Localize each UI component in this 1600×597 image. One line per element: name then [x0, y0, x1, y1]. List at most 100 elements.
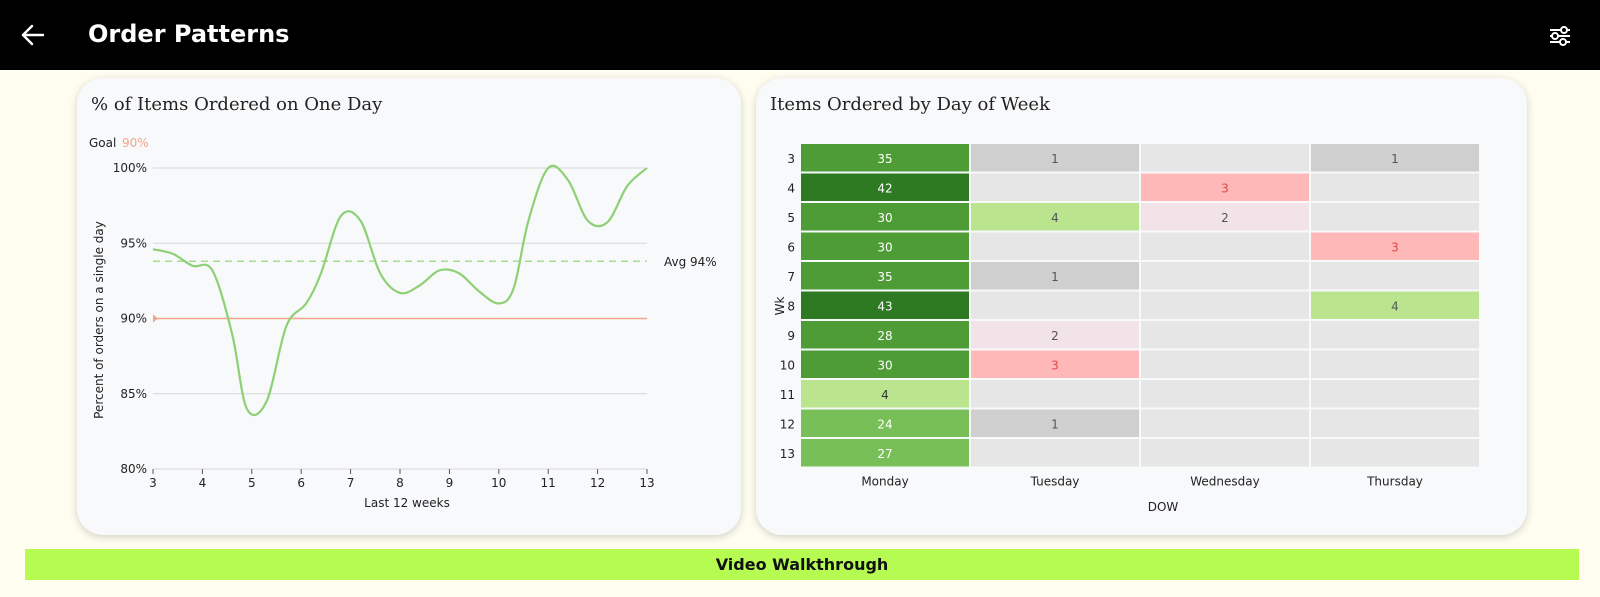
goal-value: 90%: [122, 136, 149, 150]
x-tick-label: 7: [347, 476, 355, 490]
heatmap-cell[interactable]: [801, 409, 969, 438]
heatmap-cell[interactable]: [801, 439, 969, 467]
heatmap-x-label: DOW: [1148, 500, 1179, 514]
heatmap-cell[interactable]: [1141, 380, 1309, 408]
page-title: Order Patterns: [88, 20, 290, 48]
cell-value: 35: [877, 270, 892, 284]
heatmap-cell[interactable]: [1311, 350, 1479, 379]
heatmap-cell[interactable]: [801, 291, 969, 320]
heatmap-cell[interactable]: [801, 262, 969, 290]
x-tick-label: 9: [446, 476, 454, 490]
x-tick-label: 11: [541, 476, 556, 490]
cell-value: 3: [1391, 240, 1399, 254]
heatmap-cell[interactable]: [801, 173, 969, 202]
heatmap-cell[interactable]: [801, 203, 969, 231]
row-label: 12: [780, 417, 795, 431]
row-label: 5: [787, 211, 795, 225]
heatmap-cell[interactable]: [971, 409, 1139, 438]
heatmap-cell[interactable]: [971, 232, 1139, 261]
heatmap-title: Items Ordered by Day of Week: [770, 94, 1050, 115]
x-tick-label: 3: [149, 476, 157, 490]
video-walkthrough-button[interactable]: Video Walkthrough: [25, 549, 1579, 580]
heatmap-cell[interactable]: [1311, 321, 1479, 349]
sliders-icon[interactable]: [1546, 22, 1574, 50]
heatmap-cell[interactable]: [1141, 350, 1309, 379]
row-label: 4: [787, 181, 795, 195]
row-label: 3: [787, 152, 795, 166]
x-tick-label: 12: [590, 476, 605, 490]
heatmap-cell[interactable]: [1141, 262, 1309, 290]
heatmap-cell[interactable]: [801, 144, 969, 172]
line-chart-title: % of Items Ordered on One Day: [91, 94, 383, 115]
arrow-left-icon[interactable]: [18, 20, 48, 50]
heatmap-cell[interactable]: [1141, 173, 1309, 202]
cell-value: 30: [877, 211, 892, 225]
heatmap-cell[interactable]: [1311, 203, 1479, 231]
heatmap-cell[interactable]: [801, 380, 969, 408]
cell-value: 24: [877, 417, 892, 431]
heatmap-cell[interactable]: [1141, 321, 1309, 349]
x-tick-label: 10: [491, 476, 506, 490]
cell-value: 4: [881, 388, 889, 402]
heatmap-cell[interactable]: [971, 144, 1139, 172]
cell-value: 1: [1051, 417, 1059, 431]
cell-value: 3: [1051, 358, 1059, 372]
heatmap-cell[interactable]: [1311, 439, 1479, 467]
heatmap-chart[interactable]: Wk DOW 3 35 1 14 42 35 30 4 26 30 37 35 18 43 49 28 210 3…: [756, 78, 1527, 535]
x-tick-label: 8: [396, 476, 404, 490]
heatmap-cell[interactable]: [971, 321, 1139, 349]
cell-value: 2: [1221, 211, 1229, 225]
y-tick-label: 100%: [113, 161, 147, 175]
heatmap-cell[interactable]: [1141, 409, 1309, 438]
line-chart[interactable]: Goal 90% 80% 85% 90% 95% 100% 3 4 5 6 7 8 9 10 11 12 13…: [77, 78, 741, 535]
x-axis-label: Last 12 weeks: [364, 496, 450, 510]
cell-value: 43: [877, 299, 892, 313]
cell-value: 1: [1391, 152, 1399, 166]
heatmap-cell[interactable]: [1311, 291, 1479, 320]
y-tick-label: 80%: [120, 462, 147, 476]
series-line[interactable]: [152, 164, 648, 417]
heatmap-cell[interactable]: [1141, 232, 1309, 261]
goal-label: Goal: [89, 136, 116, 150]
heatmap-cell[interactable]: [971, 173, 1139, 202]
cell-value: 4: [1391, 299, 1399, 313]
y-tick-label: 90%: [120, 312, 147, 326]
heatmap-cell[interactable]: [1311, 232, 1479, 261]
heatmap-cell[interactable]: [971, 291, 1139, 320]
row-label: 8: [787, 299, 795, 313]
row-label: 11: [780, 388, 795, 402]
heatmap-cell[interactable]: [1311, 262, 1479, 290]
column-label: Thursday: [1366, 475, 1423, 489]
heatmap-cell[interactable]: [801, 232, 969, 261]
heatmap-cell[interactable]: [971, 350, 1139, 379]
cell-value: 1: [1051, 152, 1059, 166]
cell-value: 30: [877, 358, 892, 372]
cell-value: 3: [1221, 181, 1229, 195]
heatmap-card: Items Ordered by Day of Week Wk DOW 3 35 1…: [756, 78, 1527, 535]
line-chart-card: % of Items Ordered on One Day Goal 90% 8…: [77, 78, 741, 535]
heatmap-cell[interactable]: [1311, 144, 1479, 172]
row-label: 7: [787, 270, 795, 284]
heatmap-cell[interactable]: [801, 350, 969, 379]
heatmap-cell[interactable]: [1141, 144, 1309, 172]
heatmap-cell[interactable]: [1141, 439, 1309, 467]
heatmap-cell[interactable]: [971, 203, 1139, 231]
heatmap-cell[interactable]: [1141, 203, 1309, 231]
row-label: 9: [787, 329, 795, 343]
heatmap-cell[interactable]: [1311, 409, 1479, 438]
heatmap-cell[interactable]: [971, 380, 1139, 408]
heatmap-cell[interactable]: [801, 321, 969, 349]
heatmap-cell[interactable]: [971, 262, 1139, 290]
row-label: 13: [780, 447, 795, 461]
cell-value: 42: [877, 181, 892, 195]
cell-value: 4: [1051, 211, 1059, 225]
heatmap-cell[interactable]: [1141, 291, 1309, 320]
row-label: 6: [787, 240, 795, 254]
cell-value: 27: [877, 447, 892, 461]
heatmap-cell[interactable]: [1311, 380, 1479, 408]
column-label: Monday: [861, 475, 908, 489]
heatmap-cell[interactable]: [1311, 173, 1479, 202]
cell-value: 2: [1051, 329, 1059, 343]
goal-marker: [153, 314, 158, 323]
heatmap-cell[interactable]: [971, 439, 1139, 467]
